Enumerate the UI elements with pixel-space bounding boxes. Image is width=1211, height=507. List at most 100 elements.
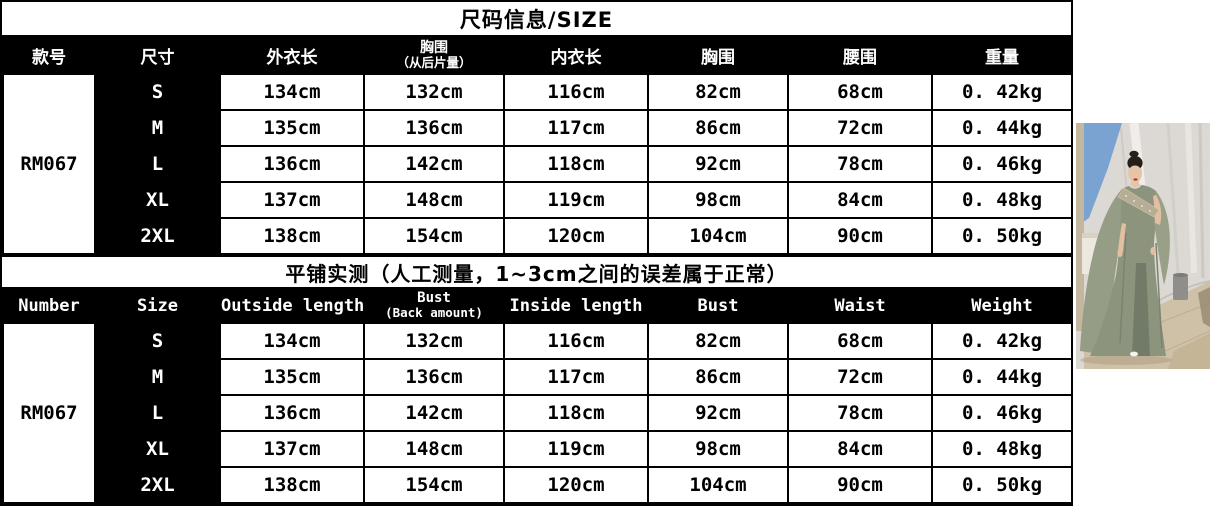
measurement-cell: 98cm bbox=[647, 181, 789, 219]
size-row: M 135cm 136cm 117cm 86cm 72cm 0. 44kg bbox=[3, 358, 1073, 396]
column-header-main: 胸围 bbox=[420, 39, 448, 56]
measurement-cell: 136cm bbox=[363, 358, 505, 396]
measurement-cell: 136cm bbox=[363, 109, 505, 147]
measurement-cell: 84cm bbox=[787, 181, 933, 219]
size-label-cell: XL bbox=[94, 181, 221, 219]
column-header-sub: (Back amount) bbox=[385, 305, 483, 321]
size-label-cell: 2XL bbox=[94, 466, 221, 504]
measurement-cell: 132cm bbox=[363, 73, 505, 111]
measurement-cell: 118cm bbox=[503, 394, 649, 432]
measurement-cell: 90cm bbox=[787, 217, 933, 255]
model-photo-illustration bbox=[1076, 123, 1210, 369]
measurement-cell: 78cm bbox=[787, 394, 933, 432]
measurement-cell: 82cm bbox=[647, 73, 789, 111]
size-row: 2XL 138cm 154cm 120cm 104cm 90cm 0. 50kg bbox=[3, 466, 1073, 504]
measurement-cell: 148cm bbox=[363, 181, 505, 219]
column-header: Bust bbox=[647, 287, 789, 324]
measurement-cell: 132cm bbox=[363, 322, 505, 360]
size-label-cell: S bbox=[94, 322, 221, 360]
measurement-cell: 98cm bbox=[647, 430, 789, 468]
column-header: 内衣长 bbox=[503, 35, 649, 75]
measurement-cell: 154cm bbox=[363, 217, 505, 255]
product-photo bbox=[1076, 123, 1210, 369]
column-header: 胸围 （从后片量） bbox=[363, 35, 505, 75]
measurement-cell: 120cm bbox=[503, 466, 649, 504]
column-header: 外衣长 bbox=[219, 35, 365, 75]
measurement-cell: 0. 46kg bbox=[931, 394, 1073, 432]
measurement-cell: 72cm bbox=[787, 109, 933, 147]
size-label-cell: 2XL bbox=[94, 217, 221, 255]
measurement-cell: 135cm bbox=[219, 109, 365, 147]
style-number-cell: RM067 bbox=[2, 73, 96, 255]
measurement-cell: 104cm bbox=[647, 217, 789, 255]
measurement-cell: 119cm bbox=[503, 430, 649, 468]
size-row: M 135cm 136cm 117cm 86cm 72cm 0. 44kg bbox=[3, 109, 1073, 147]
measurement-cell: 86cm bbox=[647, 109, 789, 147]
measurement-cell: 68cm bbox=[787, 73, 933, 111]
size-label-cell: L bbox=[94, 394, 221, 432]
measurement-cell: 154cm bbox=[363, 466, 505, 504]
column-header-sub: （从后片量） bbox=[396, 54, 472, 70]
size-chart: 尺码信息/SIZE 款号 尺寸 外衣长 胸围 （从后片量） 内衣长 胸围 腰围 重量 RM067 S… bbox=[0, 0, 1073, 506]
measurement-cell: 0. 48kg bbox=[931, 430, 1073, 468]
measurement-cell: 134cm bbox=[219, 73, 365, 111]
column-header: Waist bbox=[787, 287, 933, 324]
measurement-cell: 135cm bbox=[219, 358, 365, 396]
measurement-cell: 118cm bbox=[503, 145, 649, 183]
size-row: 2XL 138cm 154cm 120cm 104cm 90cm 0. 50kg bbox=[3, 217, 1073, 255]
size-row: RM067 S 134cm 132cm 116cm 82cm 68cm 0. 42kg bbox=[2, 322, 1073, 504]
measurement-cell: 0. 44kg bbox=[931, 358, 1073, 396]
measurement-cell: 0. 50kg bbox=[931, 466, 1073, 504]
measurement-cell: 138cm bbox=[219, 466, 365, 504]
size-table-en: Number Size Outside length Bust (Back amount… bbox=[2, 287, 1073, 504]
measurement-cell: 92cm bbox=[647, 145, 789, 183]
column-header: 腰围 bbox=[787, 35, 933, 75]
size-row: L 136cm 142cm 118cm 92cm 78cm 0. 46kg bbox=[3, 394, 1073, 432]
column-header: 重量 bbox=[931, 35, 1073, 75]
measurement-cell: 0. 46kg bbox=[931, 145, 1073, 183]
column-header: Size bbox=[94, 287, 221, 324]
column-header: 款号 bbox=[2, 35, 96, 75]
size-table-cn: 款号 尺寸 外衣长 胸围 （从后片量） 内衣长 胸围 腰围 重量 RM067 S 134cm 132cm… bbox=[2, 35, 1073, 255]
measurement-cell: 142cm bbox=[363, 394, 505, 432]
measurement-cell: 0. 48kg bbox=[931, 181, 1073, 219]
measurement-cell: 90cm bbox=[787, 466, 933, 504]
measurement-cell: 136cm bbox=[219, 394, 365, 432]
measurement-cell: 116cm bbox=[503, 73, 649, 111]
style-number-cell: RM067 bbox=[2, 322, 96, 504]
column-header: 尺寸 bbox=[94, 35, 221, 75]
size-row: XL 137cm 148cm 119cm 98cm 84cm 0. 48kg bbox=[3, 181, 1073, 219]
measurement-cell: 116cm bbox=[503, 322, 649, 360]
column-header-main: Bust bbox=[417, 290, 451, 307]
size-label-cell: L bbox=[94, 145, 221, 183]
measurement-cell: 117cm bbox=[503, 358, 649, 396]
column-header: Inside length bbox=[503, 287, 649, 324]
measurement-cell: 134cm bbox=[219, 322, 365, 360]
column-header: 胸围 bbox=[647, 35, 789, 75]
table-title-en: 平铺实测（人工测量，1~3cm之间的误差属于正常） bbox=[2, 255, 1071, 287]
size-label-cell: M bbox=[94, 109, 221, 147]
measurement-cell: 0. 42kg bbox=[931, 73, 1073, 111]
size-row: RM067 S 134cm 132cm 116cm 82cm 68cm 0. 42kg bbox=[2, 73, 1073, 255]
measurement-cell: 0. 42kg bbox=[931, 322, 1073, 360]
column-header: Number bbox=[2, 287, 96, 324]
measurement-cell: 120cm bbox=[503, 217, 649, 255]
measurement-cell: 104cm bbox=[647, 466, 789, 504]
measurement-cell: 68cm bbox=[787, 322, 933, 360]
column-header: Weight bbox=[931, 287, 1073, 324]
size-row: XL 137cm 148cm 119cm 98cm 84cm 0. 48kg bbox=[3, 430, 1073, 468]
measurement-cell: 78cm bbox=[787, 145, 933, 183]
column-header: Outside length bbox=[219, 287, 365, 324]
size-label-cell: XL bbox=[94, 430, 221, 468]
size-row: L 136cm 142cm 118cm 92cm 78cm 0. 46kg bbox=[3, 145, 1073, 183]
measurement-cell: 137cm bbox=[219, 181, 365, 219]
size-label-cell: M bbox=[94, 358, 221, 396]
size-label-cell: S bbox=[94, 73, 221, 111]
measurement-cell: 82cm bbox=[647, 322, 789, 360]
table-title-cn: 尺码信息/SIZE bbox=[459, 7, 614, 32]
measurement-cell: 92cm bbox=[647, 394, 789, 432]
column-header: Bust (Back amount) bbox=[363, 287, 505, 324]
measurement-cell: 72cm bbox=[787, 358, 933, 396]
measurement-cell: 136cm bbox=[219, 145, 365, 183]
